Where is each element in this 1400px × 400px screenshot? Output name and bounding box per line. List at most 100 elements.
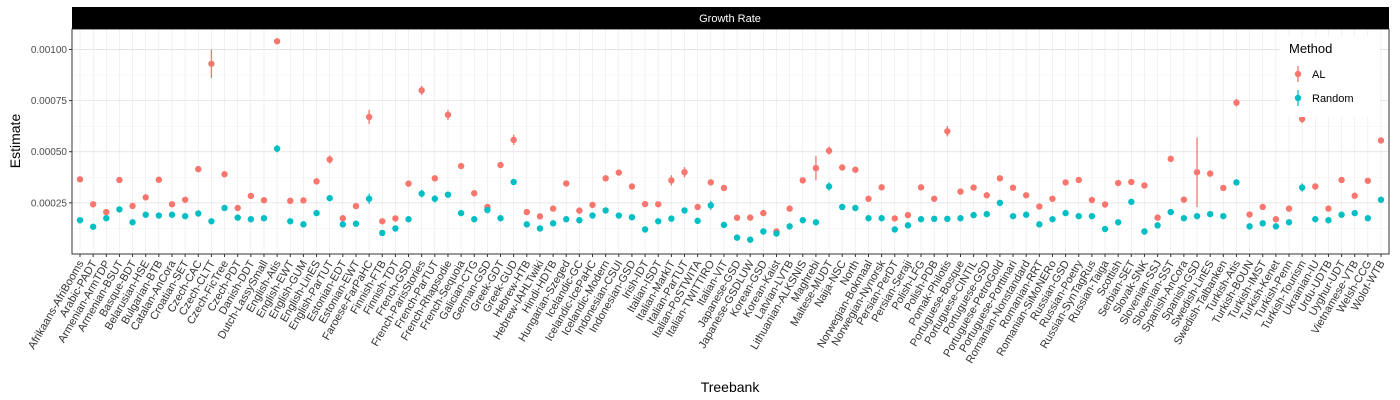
point-random: [1128, 198, 1135, 206]
point-random: [129, 219, 136, 226]
point-al: [1325, 205, 1332, 212]
point-random: [1246, 223, 1253, 230]
x-axis: Afrikaans-AfriBoomsArabic-PADTArmenian-A…: [26, 254, 1388, 366]
point-random: [1088, 212, 1096, 220]
point-random: [576, 217, 583, 224]
point-random: [1193, 212, 1201, 220]
point-random: [589, 212, 596, 219]
point-random: [444, 191, 452, 198]
point-al: [720, 184, 728, 192]
point-al: [563, 180, 570, 187]
point-random: [852, 204, 859, 212]
point-al: [996, 175, 1004, 182]
point-random: [1154, 222, 1161, 229]
legend-label: Random: [1312, 93, 1354, 105]
point-al: [799, 177, 806, 184]
point-random: [904, 222, 912, 229]
point-al: [1364, 177, 1372, 184]
point-random: [287, 218, 294, 225]
plot-panel-background: [72, 29, 1389, 254]
point-random: [799, 217, 806, 224]
point-random: [707, 202, 714, 209]
point-al: [1338, 176, 1345, 184]
point-al: [510, 136, 517, 144]
point-al: [523, 208, 531, 216]
legend-label: AL: [1312, 69, 1325, 81]
point-al: [1351, 192, 1358, 199]
point-al: [668, 177, 675, 184]
point-al: [694, 203, 701, 211]
point-al: [957, 188, 964, 195]
point-random: [760, 228, 767, 235]
point-al: [891, 215, 898, 222]
point-random: [1338, 211, 1345, 218]
point-random: [1180, 215, 1188, 222]
point-al: [103, 208, 110, 216]
point-random: [1141, 228, 1148, 235]
point-random: [1325, 217, 1332, 224]
point-random: [1233, 179, 1240, 186]
point-al: [1259, 203, 1266, 211]
point-al: [1101, 201, 1109, 208]
point-random: [181, 212, 189, 220]
facet-strip: [72, 7, 1389, 29]
point-random: [1351, 209, 1358, 217]
point-al: [142, 194, 149, 201]
point-al: [983, 192, 990, 199]
point-al: [168, 201, 176, 208]
point-al: [1141, 182, 1148, 189]
point-random: [563, 216, 570, 223]
point-al: [589, 201, 596, 209]
point-random: [549, 220, 557, 227]
y-axis: 0.00025 0.00050 0.00075 0.00100: [31, 45, 72, 209]
point-random: [917, 216, 925, 223]
point-random: [1101, 225, 1109, 233]
point-random: [510, 178, 517, 186]
point-random: [352, 220, 360, 227]
point-al: [786, 205, 793, 212]
point-random: [668, 215, 675, 222]
point-random: [234, 214, 241, 221]
point-random: [1049, 216, 1056, 223]
point-al: [1193, 168, 1201, 176]
point-random: [471, 216, 478, 223]
point-al: [576, 207, 583, 214]
point-random: [1377, 196, 1385, 203]
point-al: [549, 205, 557, 212]
point-al: [326, 156, 333, 163]
point-al: [155, 176, 163, 183]
point-al: [812, 164, 820, 172]
point-al: [655, 201, 662, 208]
point-al: [379, 218, 386, 225]
y-tick-label: 0.00025: [31, 198, 68, 209]
point-al: [747, 214, 754, 221]
point-al: [195, 165, 202, 173]
point-random: [208, 218, 215, 225]
point-random: [1259, 220, 1266, 227]
point-al: [365, 113, 373, 121]
point-random: [839, 203, 846, 211]
point-al: [1272, 216, 1280, 223]
point-random: [379, 229, 386, 237]
point-random: [733, 234, 741, 241]
point-random: [1206, 210, 1214, 218]
point-al: [260, 197, 268, 204]
point-random: [457, 209, 465, 217]
point-random: [300, 221, 307, 228]
point-al: [129, 202, 136, 210]
point-random: [523, 221, 531, 228]
point-random: [773, 230, 780, 237]
point-al: [865, 195, 872, 202]
point-random: [431, 195, 439, 202]
point-random: [694, 217, 701, 225]
legend: Method AL Random: [1280, 37, 1380, 117]
y-tick-label: 0.00050: [31, 147, 68, 158]
point-al: [1312, 183, 1319, 190]
point-random: [681, 207, 688, 214]
point-al: [904, 211, 912, 219]
point-random: [313, 209, 320, 217]
point-al: [208, 60, 215, 67]
point-random: [615, 212, 622, 219]
point-random: [930, 215, 938, 223]
point-random: [339, 221, 347, 228]
